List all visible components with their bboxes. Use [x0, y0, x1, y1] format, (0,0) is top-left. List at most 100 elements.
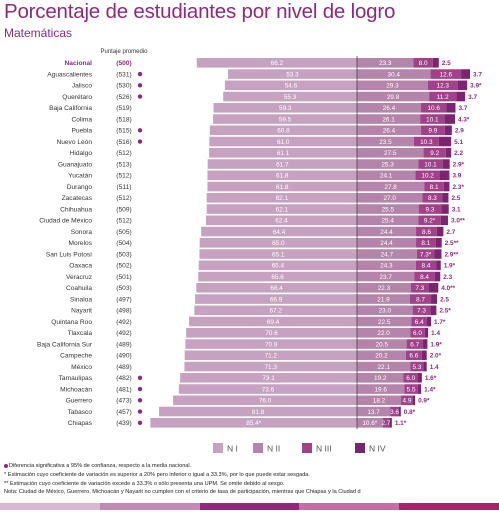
bar-n4	[389, 418, 392, 428]
legend-label-n3: N III	[316, 444, 332, 454]
score-label: (526)	[116, 94, 131, 101]
bar-n2	[357, 148, 424, 158]
bar-n1	[180, 373, 357, 383]
label-n4: 1.6*	[425, 375, 437, 382]
bar-n2	[357, 339, 407, 349]
bar-n1	[206, 193, 357, 203]
score-label: (512)	[116, 150, 131, 157]
bar-n4	[442, 159, 450, 169]
bar-n4	[435, 238, 442, 248]
label-n2: 10.6*	[362, 420, 377, 427]
label-n2: 19.6	[374, 386, 387, 393]
label-n3: 6.0	[406, 375, 415, 382]
label-n2: 22.3	[378, 285, 391, 292]
label-n4: 2.5*	[439, 308, 451, 315]
state-label: Nayarit	[71, 308, 92, 315]
label-n2: 19.2	[374, 375, 387, 382]
footnote-2: * Estimación cuyo coeficiente de variaci…	[4, 471, 499, 480]
label-n4: 2.7	[446, 229, 455, 236]
label-n3: 8.4	[422, 263, 431, 270]
bar-n3	[382, 418, 390, 428]
footnote-4: Nota: Ciudad de México, Guerrero, Michoa…	[4, 488, 499, 497]
bar-n2	[357, 328, 411, 338]
label-n2: 20.2	[375, 353, 388, 360]
bar-n1	[194, 305, 357, 316]
bar-n2	[357, 361, 411, 372]
significance-dot	[137, 409, 143, 414]
label-n3: 12.3	[437, 83, 450, 90]
bar-n2	[357, 58, 414, 68]
bar-n3	[416, 238, 436, 248]
label-n1: 65.4	[272, 263, 285, 270]
label-n4: 1.4*	[424, 386, 436, 393]
label-n3: 6.0	[413, 330, 422, 337]
label-n4: 1.9*	[430, 341, 442, 348]
score-label: (481)	[116, 386, 131, 393]
bar-n1	[199, 238, 357, 248]
legend-swatch-n2	[253, 443, 263, 453]
label-n4: 0.8*	[404, 409, 416, 416]
label-n1: 61.7	[276, 161, 289, 168]
bar-n3	[415, 260, 437, 271]
bar-n4	[441, 204, 449, 214]
bar-n3	[410, 361, 424, 372]
score-label: (503)	[116, 285, 131, 292]
bar-n3	[410, 328, 425, 338]
bar-n3	[420, 125, 445, 136]
score-label: (530)	[116, 83, 131, 90]
score-label: (518)	[116, 116, 131, 123]
label-n3: 8.7	[416, 296, 425, 303]
score-label: (457)	[116, 409, 131, 416]
footnote-text: * Estimación cuyo coeficiente de variaci…	[4, 471, 310, 478]
state-label: Yucatán	[68, 173, 92, 180]
label-n2: 23.0	[379, 308, 392, 315]
score-label: (512)	[116, 195, 131, 202]
label-n2: 29.3	[386, 83, 399, 90]
score-label: (519)	[116, 105, 131, 112]
bar-n1	[195, 294, 357, 304]
label-n1: 67.2	[269, 308, 282, 315]
bar-n1	[207, 159, 357, 169]
bar-n4	[424, 328, 429, 338]
label-n3: 8.4	[420, 274, 429, 281]
bar-n4	[434, 271, 441, 282]
state-label: Veracruz	[66, 274, 92, 281]
bar-n1	[224, 80, 357, 91]
bar-n1	[209, 136, 357, 147]
bar-n2	[357, 283, 411, 293]
label-n1: 71.2	[265, 353, 278, 360]
label-n4: 2.5	[451, 195, 460, 202]
bar-n4	[444, 114, 456, 124]
bar-n1	[178, 384, 357, 394]
bar-n4	[421, 350, 427, 361]
label-n1: 66.2	[271, 60, 284, 67]
label-n3: 6.7	[410, 341, 419, 348]
label-n4: 1.4	[431, 330, 440, 337]
state-label: San Luis Potosí	[46, 251, 92, 258]
label-n4: 1.7*	[434, 319, 446, 326]
label-n3: 10.2	[421, 173, 434, 180]
score-label: (482)	[116, 375, 131, 382]
bar-n1	[199, 249, 357, 259]
bar-n4	[430, 305, 437, 316]
label-n2: 20.5	[376, 341, 389, 348]
label-n4: 2.5	[440, 296, 449, 303]
score-label: (512)	[116, 173, 131, 180]
bar-n2	[357, 316, 412, 327]
label-n1: 61.8	[276, 184, 289, 191]
label-n3: 8.0	[419, 60, 428, 67]
bar-n2	[357, 305, 413, 316]
bar-n3	[401, 395, 413, 406]
label-n1: 70.9	[265, 341, 278, 348]
label-n1: 54.6	[285, 83, 298, 90]
significance-dot	[137, 94, 143, 99]
significance-dot	[137, 398, 143, 403]
label-n1: 66.4	[270, 285, 283, 292]
label-n1: 70.6	[265, 330, 278, 337]
label-n2: 22.5	[378, 319, 391, 326]
label-n1: 76.0	[259, 398, 272, 405]
state-label: Oaxaca	[69, 263, 92, 270]
bar-n2	[357, 418, 383, 428]
label-n2: 26.1	[382, 116, 395, 123]
state-label: Guerrero	[66, 398, 93, 405]
